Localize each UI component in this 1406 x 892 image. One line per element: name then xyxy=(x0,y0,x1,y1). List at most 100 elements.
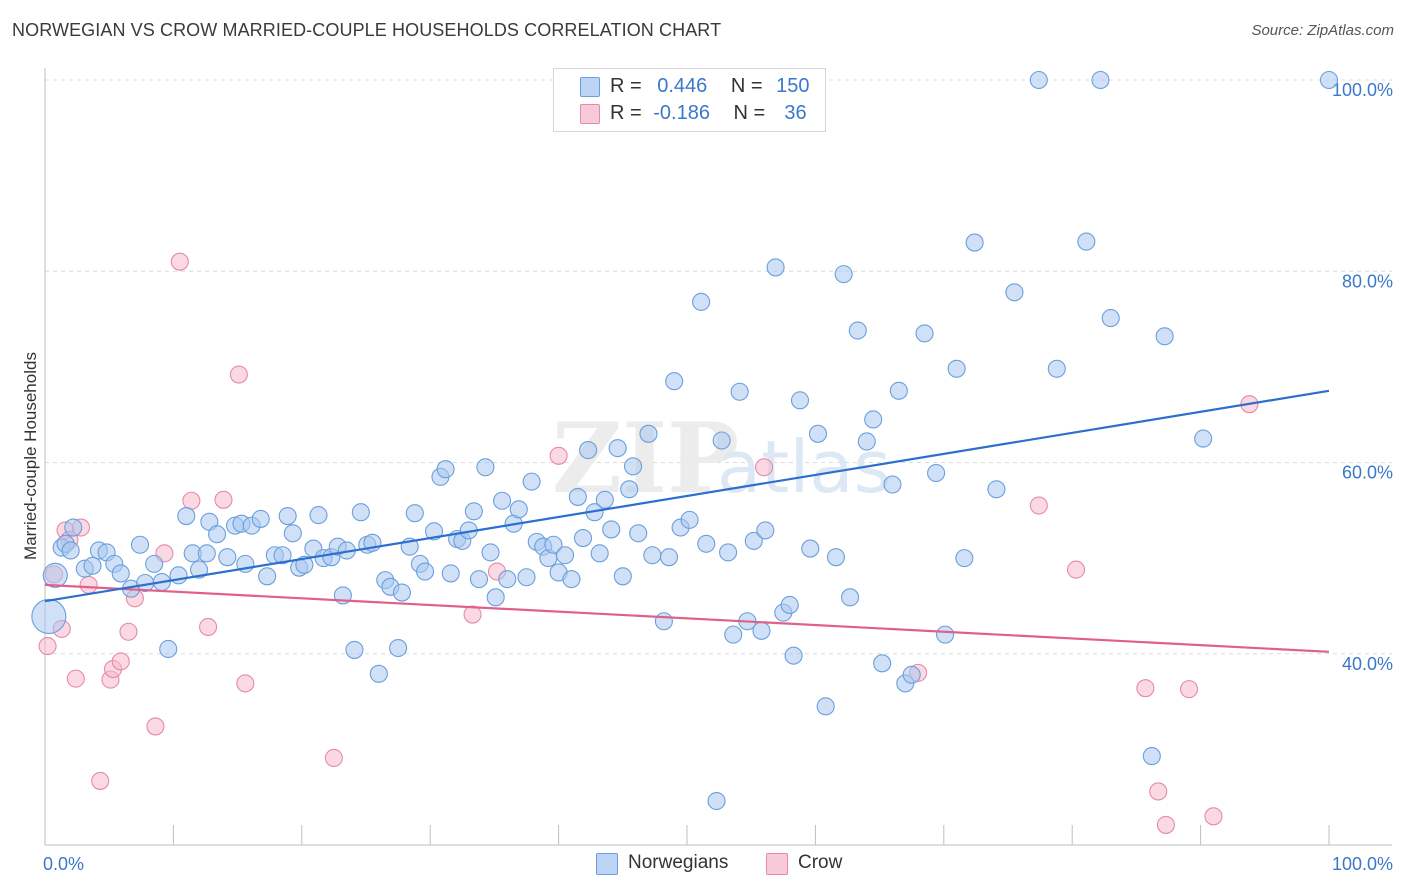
norwegians-point xyxy=(273,546,292,565)
norwegians-point xyxy=(509,500,528,519)
norwegians-point xyxy=(218,548,237,567)
y-axis-ticks: 40.0% 60.0% 80.0% 100.0% xyxy=(1332,80,1393,674)
norwegians-point xyxy=(498,570,517,589)
norwegians-point xyxy=(83,556,102,575)
norwegians-point xyxy=(436,460,455,479)
norwegians-point xyxy=(493,491,512,510)
norwegians-point xyxy=(1194,429,1213,448)
crow-point xyxy=(1149,782,1168,801)
crow-point xyxy=(1156,815,1175,834)
norwegians-point xyxy=(834,265,853,284)
crow-series xyxy=(38,252,1259,834)
gridlines xyxy=(45,79,1392,655)
norwegians-point xyxy=(624,457,643,476)
norwegians-point xyxy=(309,506,328,525)
norwegians-point xyxy=(476,458,495,477)
norwegians-point xyxy=(208,525,227,544)
x-axis-ticks: 0.0% 100.0% xyxy=(43,854,1393,874)
crow-point xyxy=(38,637,57,656)
norwegians-point xyxy=(31,598,67,635)
crow-point xyxy=(111,652,130,671)
norwegians-point xyxy=(64,518,83,537)
norwegians-point xyxy=(902,665,921,684)
chart-title: NORWEGIAN VS CROW MARRIED-COUPLE HOUSEHO… xyxy=(12,20,722,40)
norwegians-point xyxy=(602,520,621,539)
norwegians-point xyxy=(936,625,955,644)
norwegians-point xyxy=(568,487,587,506)
legend-r-label: R = xyxy=(610,102,642,124)
norwegians-point xyxy=(1005,283,1024,302)
norwegians-point xyxy=(573,528,593,548)
norwegians-point xyxy=(955,549,974,568)
legend-n-label: N = xyxy=(730,75,763,97)
norwegians-point xyxy=(522,472,541,491)
crow-point xyxy=(119,622,138,641)
norwegians-point xyxy=(42,562,68,588)
norwegians-point xyxy=(816,697,835,716)
crow-point xyxy=(1136,679,1155,698)
norwegians-point xyxy=(841,588,860,607)
crow-point xyxy=(146,717,165,736)
crow-point xyxy=(1067,560,1086,579)
norwegians-point xyxy=(697,534,716,553)
crow-point xyxy=(66,669,85,688)
crow-point xyxy=(91,771,110,790)
crow-swatch xyxy=(766,853,788,875)
norwegians-point xyxy=(680,510,699,529)
norwegians-point xyxy=(130,535,150,554)
norwegians-point xyxy=(190,560,209,579)
x-tick-label: 0.0% xyxy=(43,854,84,874)
norwegians-point xyxy=(278,506,297,526)
crow-point xyxy=(182,491,201,510)
trend-lines xyxy=(44,389,1330,653)
legend-n-value: 36 xyxy=(778,102,807,124)
norwegians-point xyxy=(659,548,679,567)
norwegians-point xyxy=(595,490,614,509)
norwegians-point xyxy=(1029,70,1048,90)
crow-point xyxy=(1179,680,1199,699)
norwegians-point xyxy=(965,233,984,252)
norwegians-point xyxy=(620,480,639,499)
norwegians-point xyxy=(1319,70,1339,90)
norwegians-point xyxy=(692,292,711,311)
norwegians-point xyxy=(111,564,130,583)
norwegians-point xyxy=(707,791,726,811)
norwegians-point xyxy=(555,546,575,565)
norwegians-label: Norwegians xyxy=(628,852,729,873)
legend-n-value: 150 xyxy=(776,75,810,97)
y-tick-label: 60.0% xyxy=(1342,463,1393,483)
norwegians-point xyxy=(719,543,738,562)
norwegians-point xyxy=(145,554,164,573)
norwegians-point xyxy=(801,539,820,558)
norwegians-point xyxy=(873,654,892,673)
norwegians-point xyxy=(369,664,388,683)
crow-point xyxy=(463,605,482,624)
crow-label: Crow xyxy=(798,852,843,873)
legend-r-label: R = xyxy=(610,75,642,97)
norwegians-point xyxy=(848,321,867,340)
norwegians-trend-line xyxy=(44,389,1330,603)
norwegians-point xyxy=(544,535,563,554)
norwegians-point xyxy=(780,595,799,615)
norwegians-point xyxy=(752,621,771,640)
norwegians-point xyxy=(883,475,902,494)
norwegians-point xyxy=(389,638,408,658)
norwegians-point xyxy=(481,543,500,562)
crow-point xyxy=(1029,496,1048,515)
norwegians-point xyxy=(416,562,435,581)
axes xyxy=(44,68,1392,846)
norwegians-point xyxy=(724,625,743,644)
norwegians-point xyxy=(643,546,662,565)
norwegians-point xyxy=(351,503,370,522)
correlation-legend: R = 0.446 N = 150 R = -0.186 N = 36 xyxy=(553,68,826,132)
norwegians-point xyxy=(441,564,460,583)
norwegians-point xyxy=(808,424,828,443)
norwegians-point xyxy=(392,583,412,602)
norwegians-point xyxy=(486,588,505,607)
bottom-legend-crow: Crow xyxy=(766,852,856,876)
norwegians-point xyxy=(629,524,648,543)
norwegians-point xyxy=(784,646,803,665)
norwegians-swatch xyxy=(596,853,618,875)
y-tick-label: 40.0% xyxy=(1342,654,1393,674)
norwegians-point xyxy=(517,568,536,587)
